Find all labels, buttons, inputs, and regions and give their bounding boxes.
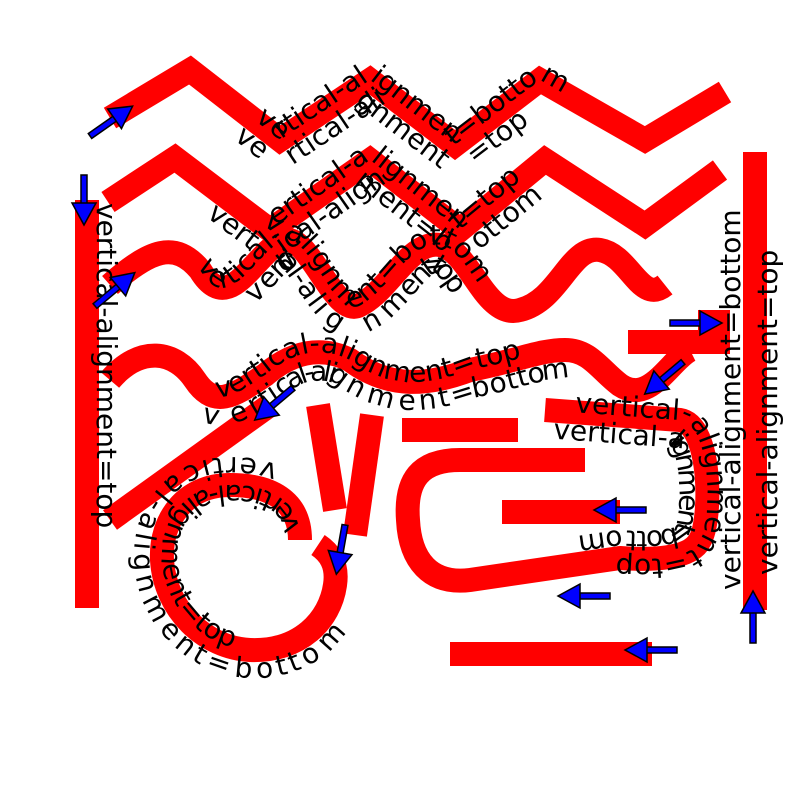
v-shape-path [306, 403, 384, 537]
arrow-icon [253, 384, 296, 422]
arrow-icon [87, 105, 134, 140]
arrow-icon [669, 309, 724, 337]
arrow-icon [643, 358, 686, 396]
label-vertical-right-bottom: vertical-alignment=bottom [714, 209, 747, 590]
arrow-icon [592, 496, 647, 524]
arrow-icon [92, 271, 137, 310]
arrow-icon [556, 582, 611, 610]
arrow-icon [739, 589, 767, 644]
arrow-icon [70, 174, 98, 227]
arrow-icon [327, 523, 354, 576]
arrow-icon [623, 636, 678, 664]
label-vertical-right-top: vertical-alignment=top [751, 250, 784, 575]
label-oblong-bottom: vertical-alignment=bottom [552, 413, 705, 562]
label-vertical-left: vertical-alignment=top [90, 203, 123, 528]
